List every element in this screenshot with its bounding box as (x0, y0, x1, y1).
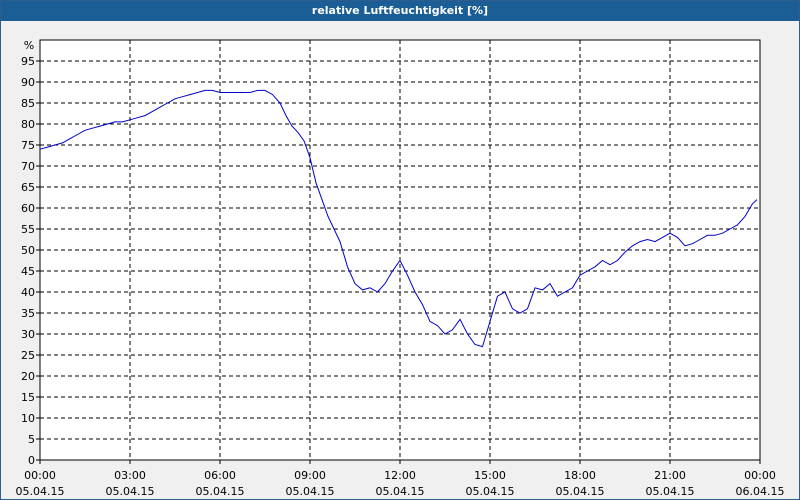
y-tick-label: 60 (21, 202, 35, 215)
y-tick-label: 40 (21, 286, 35, 299)
y-tick-label: 25 (21, 349, 35, 362)
x-tick-date-label: 05.04.15 (646, 485, 695, 498)
y-tick-label: 0 (28, 454, 35, 467)
x-tick-time-label: 06:00 (204, 469, 236, 482)
y-tick-label: 55 (21, 223, 35, 236)
y-tick-label: 80 (21, 118, 35, 131)
y-tick-label: 20 (21, 370, 35, 383)
y-tick-label: 75 (21, 139, 35, 152)
y-tick-label: 50 (21, 244, 35, 257)
x-tick-date-label: 05.04.15 (376, 485, 425, 498)
y-tick-label: 45 (21, 265, 35, 278)
x-tick-date-label: 05.04.15 (286, 485, 335, 498)
y-tick-label: 95 (21, 55, 35, 68)
x-tick-time-label: 21:00 (654, 469, 686, 482)
x-tick-date-label: 06.04.15 (736, 485, 785, 498)
y-tick-label: 65 (21, 181, 35, 194)
x-tick-time-label: 00:00 (24, 469, 56, 482)
y-tick-label: 10 (21, 412, 35, 425)
x-tick-time-label: 15:00 (474, 469, 506, 482)
x-tick-time-label: 03:00 (114, 469, 146, 482)
series-line-humidity (39, 89, 758, 348)
y-tick-label: 35 (21, 307, 35, 320)
y-tick-label: 85 (21, 97, 35, 110)
y-axis: % 0 5 10 15 20 25 30 35 40 45 50 55 60 65 70 75 80 85 90 95 (21, 39, 40, 467)
x-tick-date-label: 05.04.15 (466, 485, 515, 498)
x-tick-time-label: 00:00 (744, 469, 776, 482)
y-axis-label: % (24, 39, 34, 52)
y-tick-label: 15 (21, 391, 35, 404)
x-tick-date-label: 05.04.15 (106, 485, 155, 498)
x-tick-time-label: 18:00 (564, 469, 596, 482)
y-tick-label: 70 (21, 160, 35, 173)
x-tick-date-label: 05.04.15 (196, 485, 245, 498)
grid-lines (40, 40, 760, 460)
x-tick-date-label: 05.04.15 (16, 485, 65, 498)
x-tick-time-label: 12:00 (384, 469, 416, 482)
x-axis: 00:00 05.04.15 03:00 05.04.15 06:00 05.04.15 0… (16, 460, 785, 498)
series-layer (39, 89, 758, 348)
chart-title: relative Luftfeuchtigkeit [%] (1, 1, 799, 21)
y-tick-label: 5 (28, 433, 35, 446)
x-tick-date-label: 05.04.15 (556, 485, 605, 498)
x-tick-time-label: 09:00 (294, 469, 326, 482)
y-tick-label: 90 (21, 76, 35, 89)
y-tick-label: 30 (21, 328, 35, 341)
